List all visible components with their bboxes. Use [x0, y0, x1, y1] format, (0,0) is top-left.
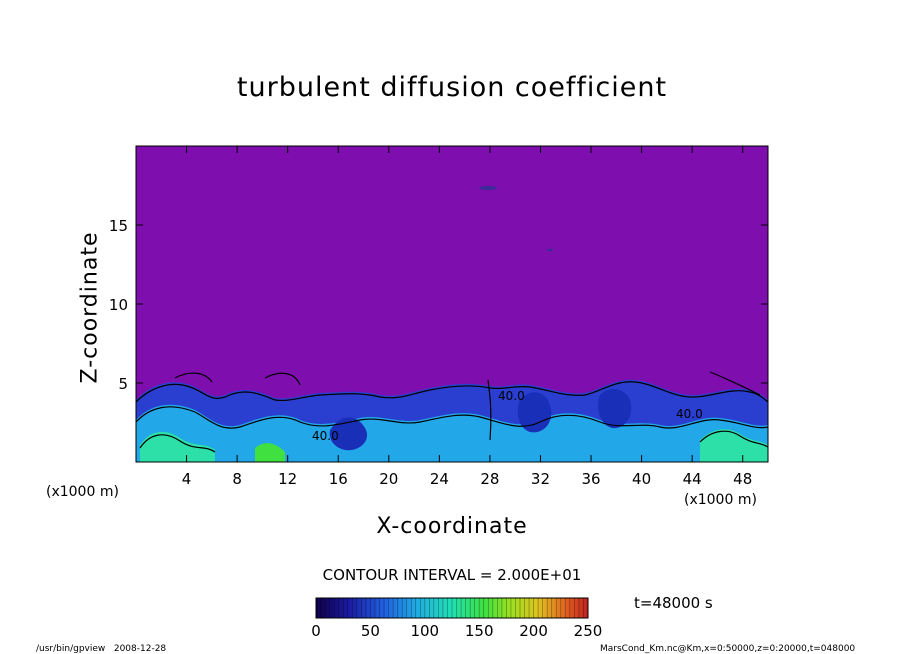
x-tick-label: 32 [531, 470, 550, 488]
x-tick-label: 48 [733, 470, 752, 488]
colorbar-stripes [320, 598, 584, 618]
x-tick-label: 4 [182, 470, 192, 488]
x-tick-label: 12 [278, 470, 297, 488]
contour-label: 40.0 [312, 429, 339, 443]
y-tick-label: 10 [109, 296, 128, 314]
y-axis-label: Z-coordinate [77, 231, 103, 384]
y-tick-label: 15 [109, 217, 128, 235]
contour-label: 40.0 [676, 407, 703, 421]
plot-area: 40.0 40.0 40.0 [136, 146, 768, 462]
x-axis: 4 8 12 16 20 24 28 32 36 40 44 48 [182, 146, 752, 488]
colorbar-tick-label: 200 [519, 622, 548, 640]
y-axis: 5 10 15 [109, 217, 768, 393]
colorbar-tick-label: 150 [465, 622, 494, 640]
x-tick-label: 28 [480, 470, 499, 488]
turbulence-hotspot [700, 429, 768, 462]
footer-left: /usr/bin/gpview 2008-12-28 [36, 644, 167, 654]
colorbar-tick-label: 100 [410, 622, 439, 640]
speckle [479, 186, 497, 190]
colorbar [315, 597, 589, 619]
colorbar-tick-label: 250 [574, 622, 603, 640]
x-tick-label: 20 [379, 470, 398, 488]
colorbar-tick-label: 0 [311, 622, 321, 640]
x-tick-label: 8 [232, 470, 242, 488]
footer-right: MarsCond_Km.nc@Km,x=0:50000,z=0:20000,t=… [600, 644, 856, 654]
chart-title: turbulent diffusion coefficient [236, 72, 668, 103]
x-tick-label: 44 [683, 470, 702, 488]
contour-label: 40.0 [498, 389, 525, 403]
turbulence-hotspot [255, 443, 285, 462]
x-tick-label: 16 [329, 470, 348, 488]
x-tick-label: 24 [430, 470, 449, 488]
y-tick-label: 5 [118, 375, 128, 393]
x-tick-label: 36 [581, 470, 600, 488]
contour-lines [136, 371, 768, 453]
turbulence-hotspot [140, 431, 215, 462]
colorbar-ticks: 0 50 100 150 200 250 [311, 622, 602, 640]
x-tick-label: 40 [632, 470, 651, 488]
turbulence-eddy [329, 417, 368, 451]
contour-interval: CONTOUR INTERVAL = 2.000E+01 [322, 566, 582, 584]
speckle [547, 248, 553, 252]
time-label: t=48000 s [634, 594, 713, 612]
x-unit-label-right: (x1000 m) [684, 492, 757, 508]
x-axis-label: X-coordinate [376, 514, 528, 539]
x-unit-label-left: (x1000 m) [46, 484, 119, 500]
turbulence-eddy [517, 392, 552, 433]
colorbar-tick-label: 50 [361, 622, 380, 640]
turbulence-eddy [598, 388, 632, 429]
